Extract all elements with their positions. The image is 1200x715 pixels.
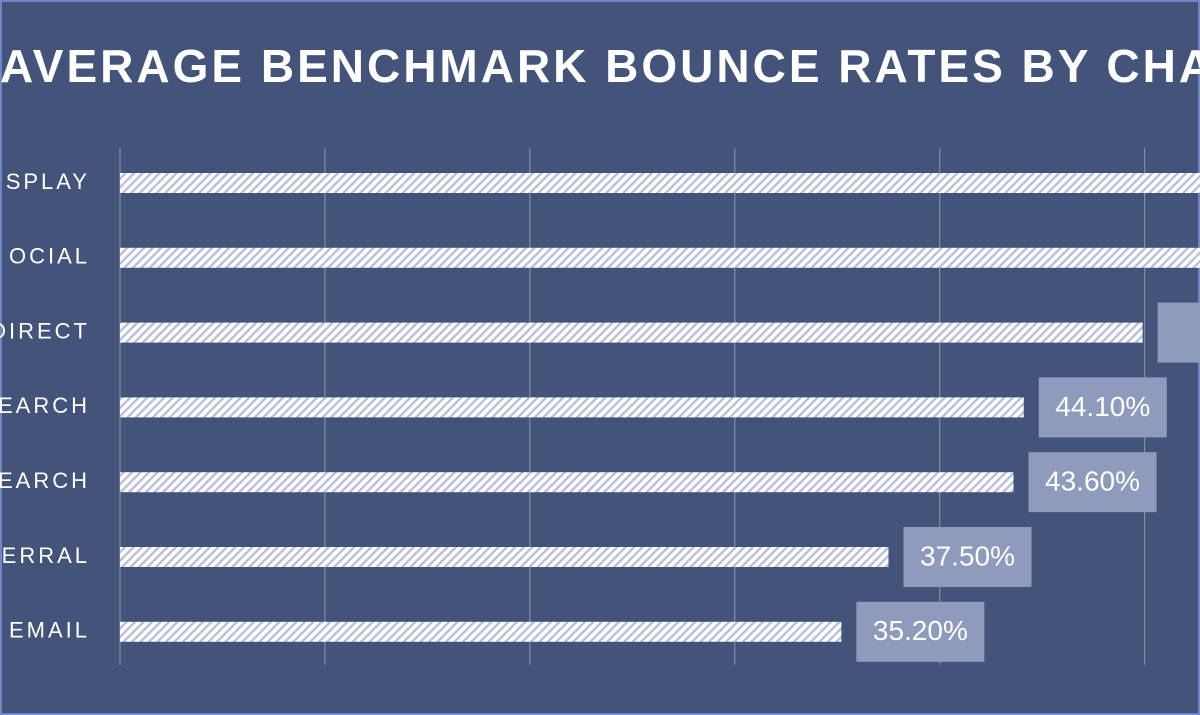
category-label: EMAIL xyxy=(9,618,90,643)
value-label: 44.10% xyxy=(1055,391,1150,422)
category-label: DIRECT xyxy=(0,318,90,343)
category-label: EARCH xyxy=(0,393,90,418)
value-label-box xyxy=(1028,452,1157,513)
value-label-box xyxy=(856,601,985,662)
category-label: OCIAL xyxy=(9,244,90,269)
value-label-box xyxy=(1038,377,1167,438)
value-label-box xyxy=(1157,302,1200,363)
bar xyxy=(120,397,1024,418)
bar xyxy=(120,472,1014,493)
bar xyxy=(120,247,1200,268)
bar xyxy=(120,621,842,642)
value-label: 37.50% xyxy=(920,540,1015,571)
value-label: 35.20% xyxy=(873,615,968,646)
bar xyxy=(120,547,889,567)
category-label: ERRAL xyxy=(2,543,90,568)
value-label: 43.60% xyxy=(1045,466,1140,497)
bar xyxy=(120,322,1143,343)
chart-title: AVERAGE BENCHMARK BOUNCE RATES BY CHANNE xyxy=(0,40,1200,92)
category-label: SPLAY xyxy=(6,169,90,194)
value-label-box xyxy=(903,527,1032,587)
bar xyxy=(120,173,1200,193)
category-label: EARCH xyxy=(0,468,90,493)
